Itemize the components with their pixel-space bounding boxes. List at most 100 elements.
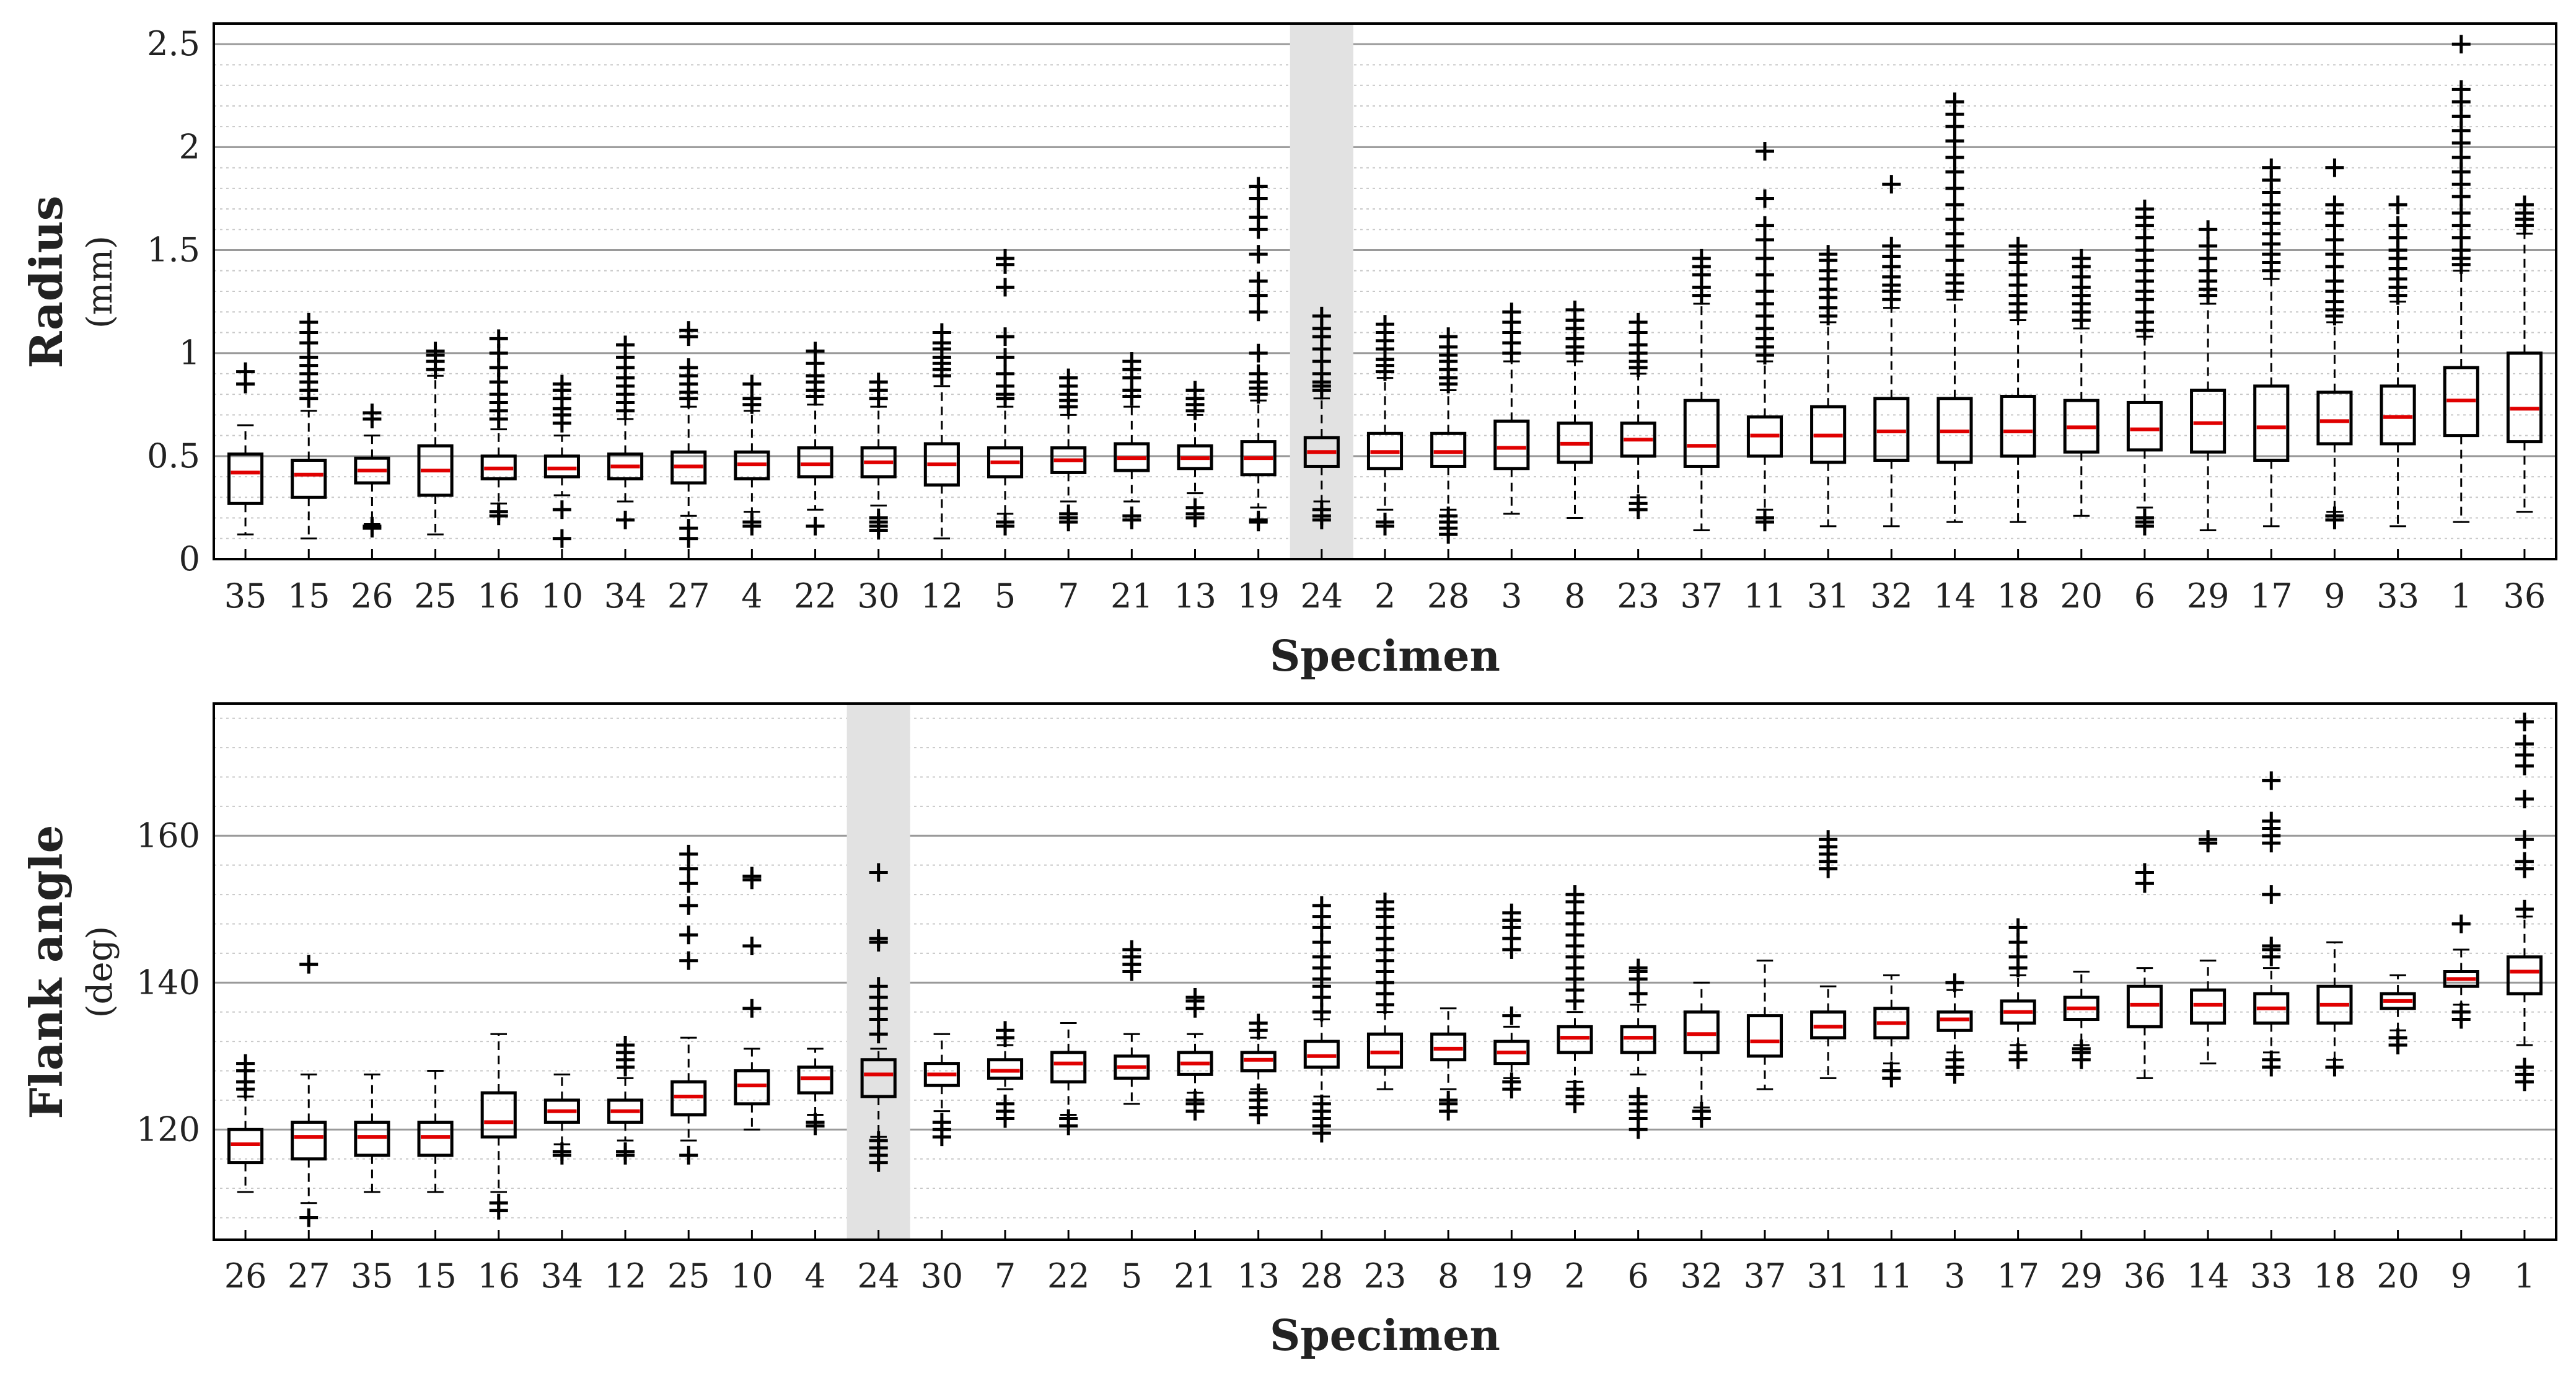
outlier-marker	[1059, 1109, 1078, 1128]
x-tick-label: 26	[351, 576, 393, 616]
outlier-marker	[1249, 208, 1268, 227]
box-5	[987, 249, 1024, 536]
outlier-marker	[1692, 249, 1711, 268]
radius-x-axis-label: Specimen	[1270, 632, 1500, 681]
outlier-marker	[2262, 811, 2281, 831]
box-7	[1050, 368, 1087, 532]
iqr-box	[1177, 444, 1213, 470]
box-3	[1936, 973, 1973, 1084]
iqr-box	[2443, 970, 2479, 988]
x-tick-label: 8	[1438, 1256, 1459, 1296]
outlier-marker	[1882, 236, 1901, 255]
outlier-marker	[1312, 896, 1331, 915]
outlier-marker	[742, 867, 762, 886]
x-tick-label: 30	[921, 1256, 964, 1296]
outlier-marker	[2515, 790, 2534, 809]
outlier-marker	[1629, 958, 1648, 978]
outlier-marker	[1502, 903, 1521, 922]
outlier-marker	[806, 1113, 825, 1132]
box-9	[2316, 158, 2353, 529]
box-28	[1430, 327, 1467, 544]
outlier-marker	[1249, 510, 1268, 529]
iqr-box	[734, 450, 770, 480]
outlier-marker	[2325, 506, 2344, 526]
x-tick-label: 7	[1058, 576, 1079, 616]
outlier-marker	[1249, 177, 1268, 196]
box-18	[2000, 236, 2036, 523]
iqr-box	[1620, 1025, 1656, 1054]
x-tick-label: 4	[804, 1256, 825, 1296]
radius-grid	[214, 23, 2556, 560]
box-20	[2380, 974, 2416, 1054]
outlier-marker	[1185, 498, 1205, 517]
box-36	[2126, 863, 2163, 1079]
x-tick-label: 8	[1564, 576, 1585, 616]
iqr-box	[1873, 1007, 1910, 1040]
outlier-marker	[1755, 282, 1774, 301]
box-23	[1620, 312, 1656, 519]
outlier-marker	[2388, 195, 2407, 214]
outlier-marker	[1755, 216, 1774, 235]
iqr-box	[1810, 1010, 1847, 1040]
outlier-marker	[1249, 364, 1268, 383]
x-tick-label: 2	[1564, 1256, 1585, 1296]
y-tick-label: 2	[179, 127, 200, 166]
outlier-marker	[869, 373, 888, 392]
outlier-marker	[2008, 236, 2028, 255]
iqr-box	[670, 450, 707, 485]
outlier-marker	[742, 513, 762, 532]
x-tick-label: 2	[1374, 576, 1396, 616]
box-23	[1366, 892, 1404, 1090]
outlier-marker	[2325, 1057, 2344, 1077]
x-tick-label: 21	[1174, 1256, 1216, 1296]
outlier-marker	[1376, 315, 1394, 334]
x-tick-label: 32	[1680, 1256, 1723, 1296]
iqr-box	[543, 454, 580, 479]
iqr-box	[2506, 955, 2543, 996]
outlier-marker	[1376, 513, 1394, 532]
box-26	[227, 1054, 264, 1193]
box-15	[417, 1069, 454, 1193]
box-12	[607, 1035, 644, 1165]
x-tick-label: 23	[1364, 1256, 1407, 1296]
box-16	[480, 1033, 517, 1220]
iqr-box	[1240, 1051, 1277, 1072]
iqr-box	[1366, 1032, 1404, 1069]
outlier-marker	[1185, 987, 1205, 1007]
box-32	[1683, 981, 1720, 1128]
outlier-marker	[679, 896, 698, 915]
outlier-marker	[932, 1113, 951, 1132]
outlier-marker	[1249, 245, 1268, 264]
iqr-box	[1050, 446, 1087, 474]
box-32	[1873, 175, 1910, 528]
outlier-marker	[806, 342, 825, 361]
x-tick-label: 19	[1237, 576, 1280, 616]
iqr-box	[2126, 400, 2163, 452]
outlier-marker	[806, 516, 825, 536]
outlier-marker	[1755, 142, 1774, 161]
outlier-marker	[2451, 203, 2471, 223]
x-tick-label: 25	[667, 1256, 710, 1296]
iqr-box	[1303, 1040, 1340, 1069]
x-tick-label: 17	[1997, 1256, 2039, 1296]
outlier-marker	[2325, 158, 2344, 177]
iqr-box	[987, 1058, 1024, 1080]
flank-angle-y-axis-label: Flank angle	[20, 825, 73, 1119]
box-3	[1493, 302, 1530, 515]
x-tick-label: 6	[2134, 576, 2155, 616]
box-33	[2380, 195, 2416, 528]
iqr-box	[1366, 431, 1404, 470]
box-22	[1050, 1022, 1087, 1136]
iqr-box	[2000, 999, 2036, 1025]
x-tick-label: 16	[477, 1256, 520, 1296]
iqr-box	[1050, 1051, 1087, 1084]
x-tick-label: 7	[995, 1256, 1016, 1296]
box-16	[480, 329, 517, 526]
x-tick-label: 3	[1501, 576, 1522, 616]
iqr-box	[860, 446, 897, 479]
x-tick-label: 36	[2503, 576, 2546, 616]
flank-angle-grid	[214, 717, 2556, 1219]
x-tick-label: 35	[351, 1256, 393, 1296]
x-tick-label: 28	[1300, 1256, 1343, 1296]
outlier-marker	[236, 362, 255, 381]
